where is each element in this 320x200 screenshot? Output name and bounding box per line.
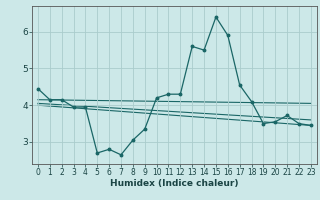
X-axis label: Humidex (Indice chaleur): Humidex (Indice chaleur): [110, 179, 239, 188]
